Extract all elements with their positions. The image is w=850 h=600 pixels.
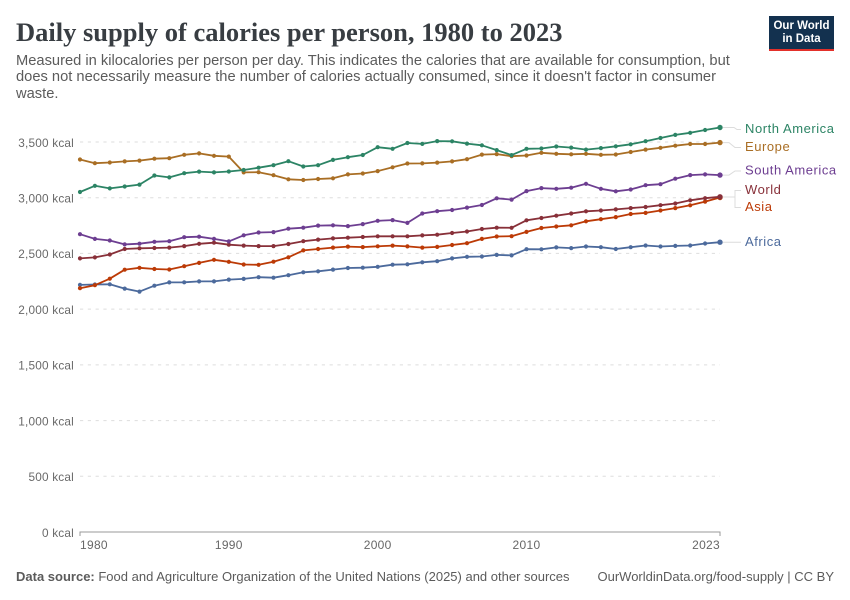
- svg-text:500 kcal: 500 kcal: [28, 470, 74, 484]
- svg-text:2,000 kcal: 2,000 kcal: [18, 303, 74, 317]
- svg-text:North America: North America: [745, 121, 835, 136]
- svg-text:1980: 1980: [80, 538, 108, 552]
- svg-text:World: World: [745, 182, 781, 197]
- svg-text:3,000 kcal: 3,000 kcal: [18, 192, 74, 206]
- svg-text:3,500 kcal: 3,500 kcal: [18, 136, 74, 150]
- svg-text:2000: 2000: [364, 538, 392, 552]
- svg-text:1,000 kcal: 1,000 kcal: [18, 414, 74, 428]
- svg-text:1,500 kcal: 1,500 kcal: [18, 359, 74, 373]
- svg-text:Asia: Asia: [745, 199, 773, 214]
- svg-text:1990: 1990: [215, 538, 243, 552]
- svg-text:Africa: Africa: [745, 234, 782, 249]
- svg-text:South America: South America: [745, 162, 837, 177]
- svg-text:2023: 2023: [692, 538, 720, 552]
- svg-text:2010: 2010: [513, 538, 541, 552]
- svg-text:2,500 kcal: 2,500 kcal: [18, 247, 74, 261]
- svg-text:0 kcal: 0 kcal: [42, 526, 74, 540]
- svg-text:Europe: Europe: [745, 139, 790, 154]
